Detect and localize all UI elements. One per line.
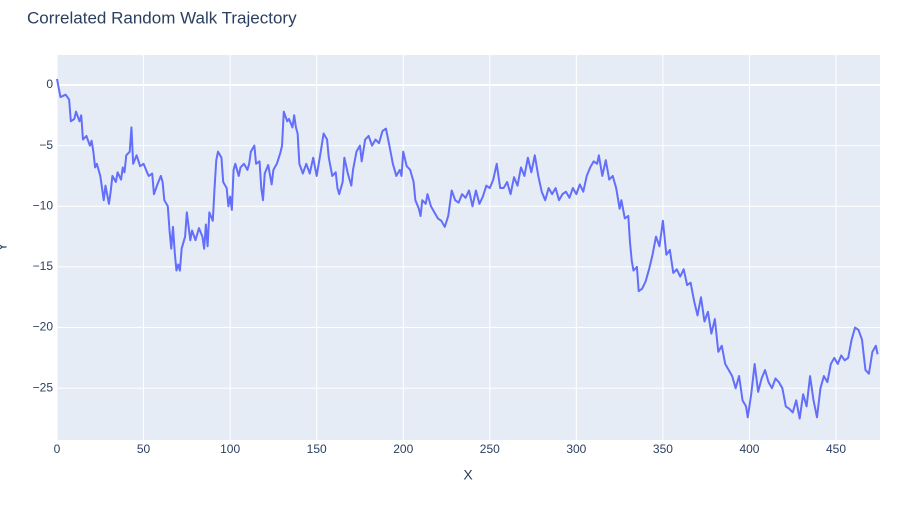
x-tick-label: 450	[826, 442, 846, 456]
x-tick-label: 50	[137, 442, 151, 456]
y-tick-label: −25	[33, 380, 54, 394]
x-tick-label: 400	[739, 442, 759, 456]
x-tick-label: 350	[653, 442, 673, 456]
x-tick-label: 150	[307, 442, 327, 456]
x-tick-label: 100	[220, 442, 240, 456]
x-tick-label: 0	[54, 442, 61, 456]
y-tick-label: 0	[46, 77, 53, 91]
chart-title: Correlated Random Walk Trajectory	[27, 8, 297, 27]
trajectory-line	[56, 78, 879, 420]
plot-area	[57, 55, 880, 440]
y-axis-title: Y	[0, 242, 10, 252]
x-tick-label: 250	[480, 442, 500, 456]
y-tick-label: −10	[33, 198, 54, 212]
x-axis-title: X	[463, 467, 473, 483]
x-tick-label: 200	[393, 442, 413, 456]
x-tick-label: 300	[566, 442, 586, 456]
y-tick-label: −15	[33, 259, 54, 273]
y-tick-label: −20	[33, 320, 54, 334]
y-tick-label: −5	[39, 138, 53, 152]
